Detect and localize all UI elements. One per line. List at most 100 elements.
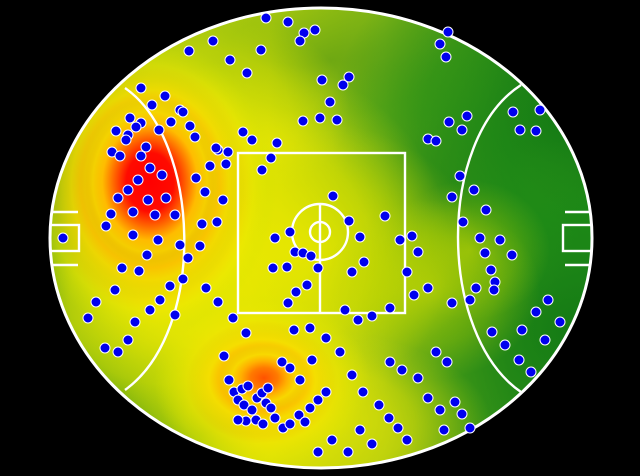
data-point (237, 126, 249, 138)
data-point (130, 121, 142, 133)
data-point (112, 346, 124, 358)
data-point (299, 416, 311, 428)
data-point (331, 114, 343, 126)
data-point (218, 350, 230, 362)
data-point (441, 356, 453, 368)
data-point (140, 141, 152, 153)
data-point (196, 218, 208, 230)
data-point (346, 266, 358, 278)
data-point (269, 232, 281, 244)
data-point (446, 191, 458, 203)
data-point (269, 412, 281, 424)
data-point (354, 231, 366, 243)
data-point (434, 404, 446, 416)
data-point (507, 106, 519, 118)
data-point (82, 312, 94, 324)
data-point (337, 79, 349, 91)
data-point (454, 170, 466, 182)
data-point (494, 234, 506, 246)
data-point (464, 422, 476, 434)
data-point (488, 284, 500, 296)
data-point (90, 296, 102, 308)
data-point (109, 284, 121, 296)
data-point (343, 71, 355, 83)
data-point (100, 220, 112, 232)
data-point (297, 115, 309, 127)
data-point (133, 265, 145, 277)
data-point (430, 346, 442, 358)
data-point (110, 125, 122, 137)
data-point (164, 280, 176, 292)
data-point (485, 264, 497, 276)
pitch-markings (50, 83, 592, 393)
data-point (288, 324, 300, 336)
data-point (412, 372, 424, 384)
data-point (257, 418, 269, 430)
data-point (232, 414, 244, 426)
data-point (352, 314, 364, 326)
data-point (486, 326, 498, 338)
data-point (394, 234, 406, 246)
data-point (144, 304, 156, 316)
data-point (211, 216, 223, 228)
data-point (141, 249, 153, 261)
data-point (165, 116, 177, 128)
data-point (267, 262, 279, 274)
data-point (392, 422, 404, 434)
data-point (210, 142, 222, 154)
data-point (153, 124, 165, 136)
data-point (169, 209, 181, 221)
data-point (357, 386, 369, 398)
data-point (470, 282, 482, 294)
data-point (177, 273, 189, 285)
data-point (468, 184, 480, 196)
data-point (160, 192, 172, 204)
data-point (506, 249, 518, 261)
data-point (112, 192, 124, 204)
data-point (304, 322, 316, 334)
data-point (190, 172, 202, 184)
data-point (309, 24, 321, 36)
data-point (514, 124, 526, 136)
data-point (159, 90, 171, 102)
data-point (513, 354, 525, 366)
data-point (262, 382, 274, 394)
data-point (132, 174, 144, 186)
data-point (401, 434, 413, 446)
data-point (516, 324, 528, 336)
goal-square-right (561, 223, 592, 253)
data-point (129, 316, 141, 328)
data-point (422, 282, 434, 294)
data-point (379, 210, 391, 222)
fifty-metre-arc-right (456, 83, 522, 393)
data-point (127, 206, 139, 218)
data-point (105, 208, 117, 220)
data-point (282, 297, 294, 309)
data-point (312, 262, 324, 274)
data-point (207, 35, 219, 47)
data-point (438, 424, 450, 436)
data-point (366, 310, 378, 322)
data-point (146, 99, 158, 111)
data-point (204, 160, 216, 172)
data-point (260, 12, 272, 24)
data-point (383, 412, 395, 424)
data-point (534, 104, 546, 116)
data-point (241, 67, 253, 79)
data-point (316, 74, 328, 86)
data-point (326, 434, 338, 446)
data-point (449, 396, 461, 408)
data-point (281, 261, 293, 273)
data-point (120, 134, 132, 146)
data-point (154, 294, 166, 306)
data-point (246, 134, 258, 146)
data-point (408, 289, 420, 301)
data-point (406, 230, 418, 242)
data-point (222, 146, 234, 158)
data-point (182, 252, 194, 264)
data-point (169, 309, 181, 321)
data-point (256, 164, 268, 176)
data-point (282, 16, 294, 28)
